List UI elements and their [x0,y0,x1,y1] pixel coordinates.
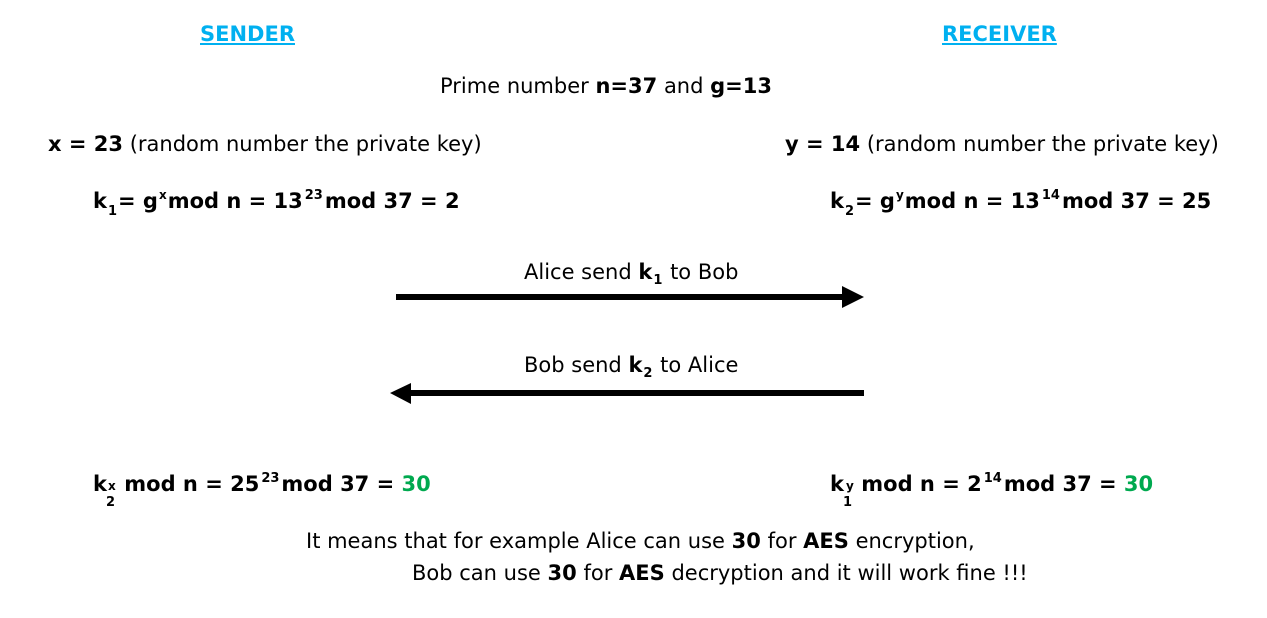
param-n: n=37 [595,74,658,98]
arrow-right-head [842,286,864,308]
receiver-k-symbol: k [830,189,844,213]
sender-exponent: x [158,188,167,202]
sender-shared-k: k [93,472,107,496]
alice-send-suffix: to Bob [670,260,739,284]
sender-private-key-desc: (random number the private key) [129,132,482,156]
sender-shared-mod: mod n = 25 [124,472,260,496]
bob-send-prefix: Bob send [524,353,622,377]
alice-send-index: 1 [653,273,663,288]
sender-shared-power: 23 [261,471,280,486]
conclusion-l2-e: decryption and it will work fine !!! [671,561,1028,585]
param-g: g=13 [710,74,772,98]
sender-shared-result: 30 [401,472,431,496]
receiver-shared-mod: mod n = 2 [861,472,982,496]
sender-header: SENDER [200,22,295,46]
receiver-exponent: y [895,188,904,202]
sender-mod-part: mod n = 13 [167,189,303,213]
sender-shared-tail: mod 37 = [281,472,395,496]
alice-send-label: Alice send k1 to Bob [524,260,739,288]
bob-send-index: 2 [643,366,653,381]
params-and: and [663,74,704,98]
sender-k-symbol: k [93,189,107,213]
alice-send-k: k [638,260,653,284]
conclusion-l1-e: encryption, [855,529,975,553]
receiver-power: 14 [1041,188,1060,203]
alice-send-prefix: Alice send [524,260,632,284]
params-prefix: Prime number [440,74,589,98]
receiver-shared-k: k [830,472,844,496]
arrow-left [390,383,864,404]
receiver-header: RECEIVER [942,22,1057,46]
conclusion-l2-b: 30 [547,561,577,585]
conclusion-l1-a: It means that for example Alice can use [306,529,725,553]
sender-power: 23 [304,188,323,203]
receiver-private-key-value: y = 14 [785,132,861,156]
arrow-left-head [390,383,411,404]
conclusion-l2-d: AES [619,561,665,585]
conclusion-l2-c: for [583,561,613,585]
receiver-private-key: y = 14 (random number the private key) [785,134,1219,155]
receiver-shared-exp: y [845,479,854,493]
conclusion-l1-d: AES [803,529,849,553]
sender-eq-prefix: = g [118,189,158,213]
conclusion-l1-b: 30 [731,529,761,553]
sender-shared-index: 2 [105,495,116,510]
receiver-eq-prefix: = g [855,189,895,213]
bob-send-k: k [628,353,643,377]
sender-k-index: 1 [107,204,118,219]
receiver-result-part: mod 37 = 25 [1061,189,1212,213]
conclusion-l2-a: Bob can use [412,561,541,585]
receiver-private-key-desc: (random number the private key) [866,132,1219,156]
receiver-shared-index: 1 [842,495,853,510]
conclusion-line-2: Bob can use 30 for AES decryption and it… [412,563,1028,584]
conclusion-line-1: It means that for example Alice can use … [306,531,975,552]
sender-public-key-formula: k1= gxmod n = 13 23mod 37 = 2 [93,188,460,218]
bob-send-suffix: to Alice [660,353,739,377]
sender-shared-exp: x [107,479,116,493]
arrow-right [396,286,864,308]
receiver-mod-part: mod n = 13 [904,189,1040,213]
sender-private-key-value: x = 23 [48,132,123,156]
receiver-public-key-formula: k2= gymod n = 13 14mod 37 = 25 [830,188,1212,218]
arrow-right-shaft [396,294,846,300]
sender-result-part: mod 37 = 2 [324,189,460,213]
receiver-shared-tail: mod 37 = [1003,472,1117,496]
sender-private-key: x = 23 (random number the private key) [48,134,482,155]
arrow-left-shaft [408,390,864,396]
bob-send-label: Bob send k2 to Alice [524,353,739,381]
receiver-shared-result: 30 [1123,472,1154,496]
receiver-shared-power: 14 [983,471,1002,486]
receiver-k-index: 2 [844,204,855,219]
conclusion-l1-c: for [767,529,797,553]
public-parameters: Prime number n=37 and g=13 [440,76,772,97]
